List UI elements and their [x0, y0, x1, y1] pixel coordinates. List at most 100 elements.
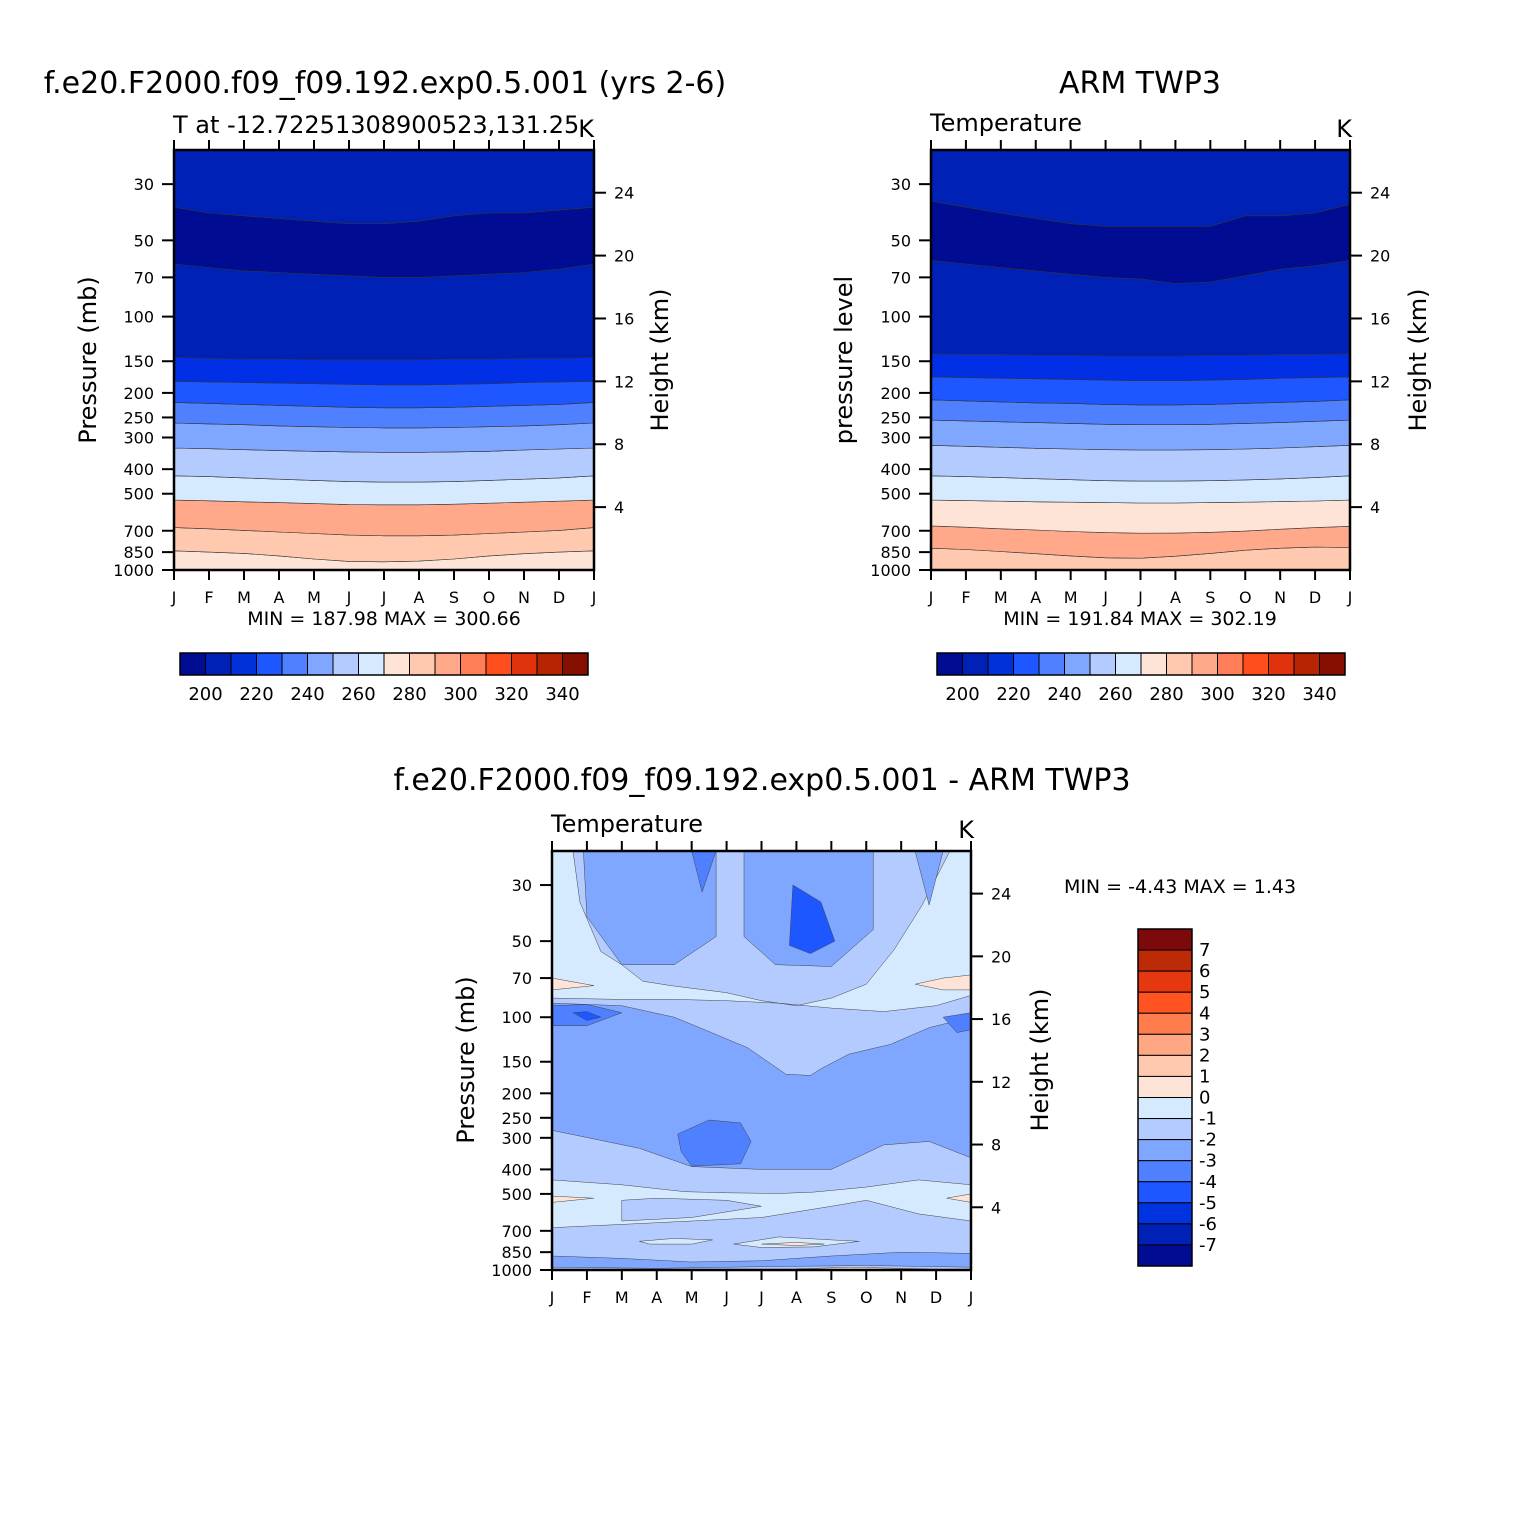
x-tick-label: O: [483, 588, 496, 607]
contour-band: [174, 380, 594, 409]
y-tick-label-right: 4: [991, 1198, 1001, 1217]
y-tick-label: 300: [501, 1129, 532, 1148]
colorbar-label: 280: [1149, 684, 1183, 705]
panel-observation: ARM TWP3 Temperature K J F M A M J J A S O N D J 30 50…: [830, 66, 1432, 705]
y-tick-label-right: 8: [614, 435, 624, 454]
y-tick-label: 500: [501, 1185, 532, 1204]
x-tick-label: N: [518, 588, 530, 607]
y-tick-label: 400: [123, 460, 154, 479]
y-axis-label-right: Height (km): [646, 289, 674, 432]
colorbar-swatch: [1268, 652, 1295, 676]
x-tick-label: N: [895, 1288, 907, 1307]
y-axis-label: Pressure (mb): [452, 976, 480, 1143]
colorbar-swatch: [1137, 1118, 1193, 1141]
panel-title: ARM TWP3: [1059, 66, 1221, 101]
contour-region: [552, 1195, 595, 1203]
x-tick-label: F: [582, 1288, 591, 1307]
contour-band: [931, 444, 1350, 482]
x-tick-label: M: [237, 588, 251, 607]
y-tick-label-right: 20: [614, 247, 634, 266]
colorbar-swatch: [1137, 1097, 1193, 1120]
y-tick-label: 100: [123, 308, 154, 327]
y-tick-label: 50: [891, 231, 911, 250]
y-tick-label: 100: [880, 308, 911, 327]
panel-subtitle: T at -12.72251308900523,131.25: [172, 111, 579, 139]
y-tick-label-right: 12: [991, 1073, 1011, 1092]
colorbar-label: -2: [1199, 1130, 1217, 1151]
colorbar-swatch: [1166, 652, 1193, 676]
contour-plot: J F M A M J J A S O N D J 30 50 70 100 150 200 250 300 400 500…: [113, 140, 634, 607]
contour-region: [942, 1012, 971, 1033]
y-tick-label-right: 24: [614, 184, 634, 203]
colorbar-swatch: [1064, 652, 1091, 676]
x-tick-label: S: [826, 1288, 836, 1307]
contour-region: [789, 884, 836, 954]
colorbar-swatch: [383, 652, 410, 676]
colorbar-label: 4: [1199, 1003, 1210, 1024]
y-tick-label: 30: [891, 175, 911, 194]
y-tick-label: 700: [880, 522, 911, 541]
y-tick-label: 400: [501, 1160, 532, 1179]
colorbar-swatch: [307, 652, 334, 676]
y-tick-label: 400: [880, 460, 911, 479]
colorbar-swatch: [1137, 1244, 1193, 1267]
y-tick-label-right: 16: [991, 1010, 1011, 1029]
x-tick-label: S: [449, 588, 459, 607]
colorbar-label: 5: [1199, 982, 1210, 1003]
x-tick-label: M: [994, 588, 1008, 607]
colorbar-label: 0: [1199, 1088, 1210, 1109]
y-tick-label: 700: [123, 522, 154, 541]
contour-region: [583, 851, 717, 965]
colorbar-label: -7: [1199, 1235, 1217, 1256]
colorbar-swatch: [1089, 652, 1116, 676]
colorbar-swatch: [1217, 652, 1244, 676]
x-tick-label: O: [1239, 588, 1252, 607]
colorbar-swatch: [1137, 970, 1193, 993]
colorbar-swatch: [1242, 652, 1269, 676]
colorbar-label: 7: [1199, 940, 1210, 961]
colorbar: 200 220 240 260 280 300 320 340: [179, 652, 589, 705]
colorbar: 200 220 240 260 280 300 320 340: [936, 652, 1346, 705]
y-tick-label: 850: [501, 1243, 532, 1262]
colorbar-swatch: [358, 652, 385, 676]
colorbar-swatch: [1137, 1075, 1193, 1098]
min-max-label: MIN = 191.84 MAX = 302.19: [1003, 608, 1277, 630]
colorbar-swatch: [1137, 1054, 1193, 1077]
colorbar-swatch: [511, 652, 538, 676]
colorbar-swatch: [460, 652, 487, 676]
y-tick-label: 1000: [870, 561, 911, 580]
y-tick-label: 1000: [113, 561, 154, 580]
x-tick-label: A: [791, 1288, 802, 1307]
y-tick-label: 200: [501, 1084, 532, 1103]
y-tick-label-right: 4: [1370, 498, 1380, 517]
contour-band: [174, 447, 594, 483]
units-label: K: [578, 115, 595, 143]
contour-band: [931, 376, 1350, 406]
contour-region: [552, 1002, 971, 1170]
colorbar-swatch: [562, 652, 589, 676]
panel-title: f.e20.F2000.f09_f09.192.exp0.5.001 (yrs …: [44, 66, 726, 101]
colorbar-swatch: [230, 652, 257, 676]
x-tick-label: S: [1205, 588, 1215, 607]
colorbar-label: -5: [1199, 1193, 1217, 1214]
y-tick-label: 850: [880, 543, 911, 562]
y-tick-label: 500: [123, 485, 154, 504]
units-label: K: [1336, 115, 1353, 143]
x-tick-label: J: [346, 588, 352, 607]
colorbar-label: 200: [945, 684, 979, 705]
colorbar-swatch: [936, 652, 963, 676]
units-label: K: [958, 816, 975, 844]
colorbar-swatch: [536, 652, 563, 676]
x-tick-label: D: [553, 588, 565, 607]
x-tick-label: J: [591, 588, 597, 607]
contour-region: [691, 851, 717, 893]
y-tick-label: 30: [512, 876, 532, 895]
y-tick-label: 300: [123, 429, 154, 448]
colorbar-swatch: [1038, 652, 1065, 676]
colorbar-swatch: [987, 652, 1014, 676]
x-tick-label: A: [1170, 588, 1181, 607]
colorbar-label: -4: [1199, 1172, 1217, 1193]
colorbar-swatch: [1137, 928, 1193, 951]
x-tick-label: A: [274, 588, 285, 607]
